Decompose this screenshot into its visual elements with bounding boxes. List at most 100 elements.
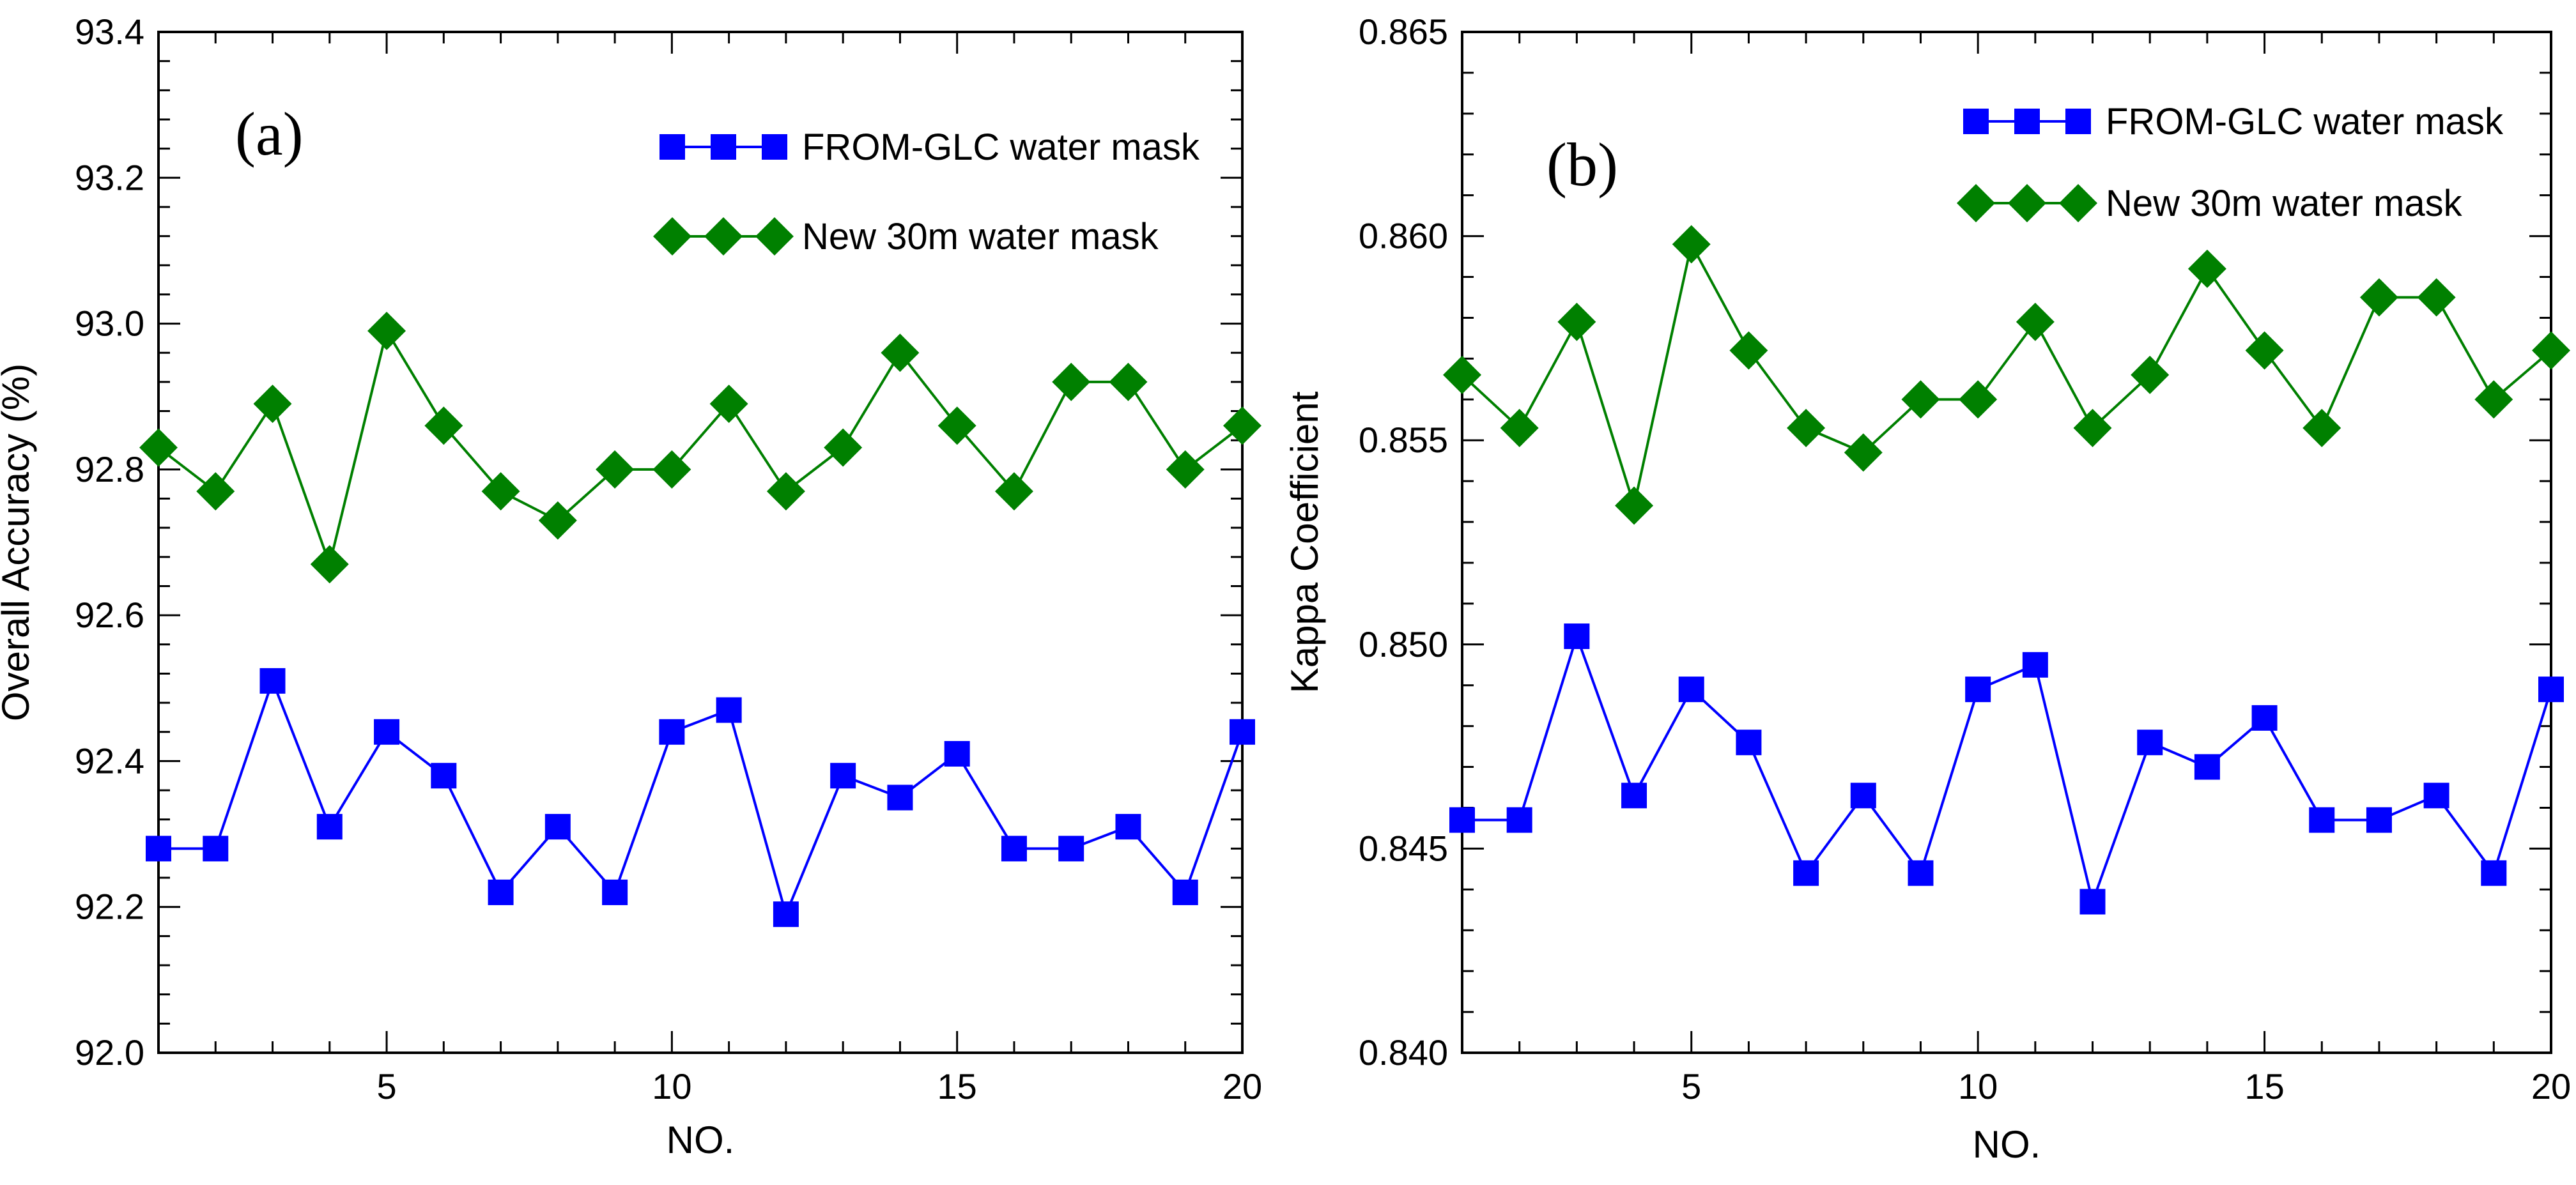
data-point — [1449, 807, 1475, 833]
legend-label: FROM-GLC water mask — [2106, 101, 2504, 142]
legend-marker — [2008, 184, 2046, 222]
legend-marker — [659, 134, 685, 160]
y-tick-label: 0.860 — [1359, 216, 1448, 256]
legend-entry: New 30m water mask — [1957, 183, 2463, 224]
data-point — [1557, 302, 1596, 341]
data-point — [1109, 362, 1148, 401]
y-tick-label: 92.8 — [75, 449, 144, 489]
x-tick-label: 15 — [2244, 1066, 2284, 1106]
data-point — [659, 719, 685, 745]
series-from-glc — [1449, 623, 2564, 915]
legend-label: FROM-GLC water mask — [802, 126, 1200, 168]
data-point — [2194, 754, 2220, 780]
legend-entry: FROM-GLC water mask — [659, 126, 1200, 168]
data-point — [1729, 331, 1768, 370]
data-point — [1959, 380, 1998, 419]
data-point — [1615, 486, 1654, 525]
y-axis-label: Overall Accuracy (%) — [0, 363, 37, 721]
legend-marker — [755, 217, 794, 256]
legend-entry: New 30m water mask — [653, 216, 1159, 257]
y-tick-label: 0.850 — [1359, 624, 1448, 664]
data-point — [2302, 409, 2341, 448]
data-point — [2532, 331, 2570, 370]
panel-label: (a) — [235, 100, 304, 168]
data-point — [2187, 249, 2226, 288]
data-point — [1564, 623, 1590, 650]
y-tick-label: 0.865 — [1359, 11, 1448, 52]
legend-label: New 30m water mask — [2106, 183, 2463, 224]
data-point — [1506, 807, 1532, 833]
data-point — [2366, 807, 2392, 833]
data-point — [1001, 836, 1027, 862]
data-point — [887, 784, 913, 811]
legend-marker — [1963, 109, 1989, 134]
y-tick-label: 92.4 — [75, 740, 144, 781]
x-tick-label: 10 — [1958, 1066, 1998, 1106]
legend-marker — [704, 217, 743, 256]
data-point — [1672, 225, 1711, 264]
data-point — [2538, 677, 2564, 703]
data-point — [1223, 406, 1261, 445]
data-point — [374, 719, 400, 745]
data-point — [488, 879, 514, 905]
data-point — [2073, 409, 2112, 448]
x-axis-label: NO. — [667, 1119, 735, 1161]
y-tick-label: 92.2 — [75, 887, 144, 927]
y-tick-label: 0.840 — [1359, 1032, 1448, 1073]
data-point — [1166, 450, 1205, 489]
data-point — [2481, 860, 2507, 886]
x-tick-label: 20 — [1222, 1066, 1262, 1106]
data-point — [481, 472, 520, 511]
data-point — [1678, 677, 1704, 703]
data-point — [1793, 860, 1819, 886]
data-point — [652, 450, 691, 489]
data-point — [602, 879, 628, 905]
data-point — [2079, 889, 2106, 915]
panel-a: 92.0 92.2 92.4 92.6 92.8 93.0 93.2 93.4 5 10 15 20 N… — [0, 11, 1262, 1161]
data-point — [830, 763, 856, 789]
series-line — [158, 677, 1244, 919]
data-point — [259, 668, 286, 694]
data-point — [1965, 677, 1991, 703]
data-point — [824, 428, 863, 467]
data-point — [2022, 652, 2048, 678]
panel-label: (b) — [1546, 130, 1618, 199]
data-point — [2251, 705, 2278, 731]
data-point — [596, 450, 635, 489]
series-from-glc — [146, 668, 1255, 928]
data-point — [2016, 302, 2055, 341]
data-point — [544, 814, 571, 840]
y-tick-label: 92.0 — [75, 1032, 144, 1073]
data-point — [2309, 807, 2335, 833]
series-new-30m — [1443, 225, 2570, 525]
y-tick-label: 93.4 — [75, 11, 144, 52]
data-point — [253, 385, 292, 424]
x-tick-label: 5 — [1681, 1066, 1701, 1106]
x-tick-label: 5 — [376, 1066, 396, 1106]
data-point — [2131, 355, 2170, 394]
data-point — [2137, 730, 2163, 756]
data-point — [2359, 278, 2398, 317]
y-tick-label: 0.855 — [1359, 420, 1448, 460]
legend-marker — [2065, 109, 2091, 134]
y-tick-label: 93.0 — [75, 303, 144, 344]
data-point — [716, 697, 742, 723]
data-point — [1621, 783, 1647, 809]
panel-b: 0.840 0.845 0.850 0.855 0.860 0.865 5 10 15 20 NO.… — [1283, 11, 2571, 1166]
data-point — [709, 385, 748, 424]
plot-frame — [1461, 31, 2552, 1054]
data-point — [1230, 719, 1255, 745]
data-point — [937, 406, 976, 445]
data-point — [1901, 380, 1940, 419]
data-point — [196, 472, 235, 511]
data-point — [2417, 278, 2456, 317]
data-point — [766, 472, 805, 511]
data-point — [1908, 860, 1934, 886]
legend-marker — [2059, 184, 2097, 222]
data-point — [2245, 331, 2284, 370]
data-point — [1443, 355, 1481, 394]
data-point — [773, 901, 799, 928]
data-point — [2423, 783, 2449, 809]
legend-label: New 30m water mask — [802, 216, 1159, 257]
